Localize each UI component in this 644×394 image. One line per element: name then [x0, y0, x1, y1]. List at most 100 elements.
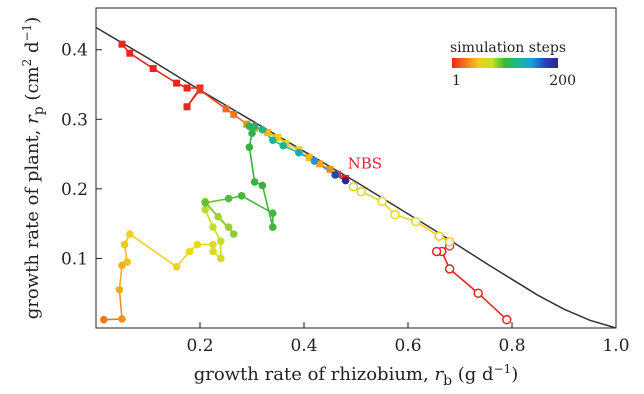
data-point	[185, 247, 194, 256]
y-axis: 0.1 0.2 0.3 0.4	[61, 41, 102, 269]
data-point	[356, 186, 366, 197]
data-point	[502, 314, 512, 325]
data-point	[444, 264, 455, 274]
trajectory-segment	[118, 265, 123, 290]
x-axis-label-main: growth rate of rhizobium,	[194, 364, 435, 385]
trajectory-segment	[199, 89, 227, 110]
data-point	[217, 254, 225, 263]
legend: simulation steps 1 200	[450, 40, 576, 89]
y-axis-label-unit: (cm	[22, 66, 43, 106]
trajectory-segment	[261, 185, 274, 228]
data-point	[209, 223, 217, 231]
data-point	[193, 240, 202, 249]
x-axis-label: growth rate of rhizobium, rb (g d−1)	[194, 362, 519, 389]
x-axis-label-unit-exp: −1	[494, 362, 512, 376]
nbs-annotation: NBS	[348, 154, 382, 172]
data-point	[390, 209, 400, 220]
data-point	[250, 122, 259, 131]
data-point	[305, 154, 313, 162]
x-tick-label: 0.4	[290, 336, 317, 356]
y-tick-label: 0.2	[61, 180, 88, 200]
data-point	[118, 40, 126, 48]
data-point	[248, 129, 256, 138]
trajectory-segment	[205, 197, 229, 204]
trajectory-segment	[118, 289, 123, 320]
y-axis-label-unit-exp1: 2	[20, 59, 34, 67]
data-point	[222, 105, 230, 113]
data-point	[201, 198, 209, 207]
data-point	[237, 192, 246, 200]
data-point	[230, 110, 238, 118]
data-point	[274, 133, 282, 141]
data-point	[258, 181, 267, 190]
data-point	[115, 285, 124, 294]
data-point	[295, 148, 303, 157]
data-point	[214, 212, 222, 221]
data-point	[120, 240, 129, 249]
data-point	[434, 231, 444, 241]
x-tick-label: 1.0	[602, 336, 629, 356]
data-point	[209, 240, 217, 249]
y-axis-label-main: growth rate of plant,	[22, 124, 43, 319]
trajectory-segment	[241, 195, 274, 214]
y-axis-label-close: )	[22, 17, 43, 24]
data-point	[224, 223, 233, 231]
legend-colorbar	[452, 58, 558, 68]
y-axis-label-unit-mid: d	[22, 41, 43, 58]
data-point	[217, 237, 225, 245]
data-point	[172, 262, 181, 271]
y-axis-label: growth rate of plant, rp (cm2 d−1)	[20, 17, 47, 319]
data-point	[316, 160, 324, 168]
x-axis-label-close: )	[511, 364, 518, 385]
data-point	[269, 136, 277, 144]
data-point	[264, 129, 272, 137]
data-point	[183, 103, 191, 111]
data-point	[118, 315, 126, 323]
data-point	[245, 122, 254, 131]
legend-max-label: 200	[549, 73, 576, 89]
data-point	[377, 196, 387, 207]
x-axis: 0.2 0.4 0.6 0.8 1.0	[186, 322, 630, 356]
trajectory-segment	[477, 292, 508, 321]
data-point	[279, 141, 288, 150]
data-points	[100, 40, 512, 325]
data-point	[183, 84, 191, 92]
data-point	[123, 258, 131, 266]
data-point	[258, 125, 267, 134]
data-point	[149, 65, 157, 73]
data-point	[245, 143, 254, 151]
data-point	[411, 216, 421, 227]
x-axis-label-var: r	[434, 364, 444, 385]
trajectory-segment	[449, 268, 479, 294]
y-axis-label-sub: p	[31, 106, 47, 115]
data-point	[348, 182, 359, 192]
plot-frame	[95, 7, 617, 329]
data-point	[269, 209, 277, 218]
data-point	[444, 236, 455, 247]
y-axis-label-unit-exp2: −1	[20, 24, 34, 42]
y-tick-label: 0.4	[61, 41, 88, 61]
trajectory-segment	[129, 52, 154, 70]
data-point	[201, 205, 209, 214]
data-point	[126, 49, 134, 57]
trajectory-segment	[152, 67, 178, 84]
data-point	[326, 165, 334, 173]
trajectory-segment	[248, 147, 256, 183]
data-point	[230, 230, 238, 238]
data-point	[310, 157, 319, 165]
x-axis-label-unit: (g d	[452, 364, 494, 385]
data-point	[341, 176, 350, 185]
y-tick-label: 0.1	[61, 249, 88, 269]
y-axis-label-var: r	[22, 114, 43, 124]
x-tick-label: 0.6	[394, 336, 421, 356]
legend-title: simulation steps	[450, 40, 566, 56]
y-tick-label: 0.3	[61, 110, 88, 130]
x-tick-label: 0.2	[186, 336, 213, 356]
data-point	[224, 194, 233, 203]
data-point	[269, 223, 277, 231]
x-tick-label: 0.8	[498, 336, 525, 356]
x-axis-label-sub: b	[443, 373, 452, 389]
trajectory-segment	[129, 233, 178, 268]
legend-min-label: 1	[452, 73, 461, 89]
